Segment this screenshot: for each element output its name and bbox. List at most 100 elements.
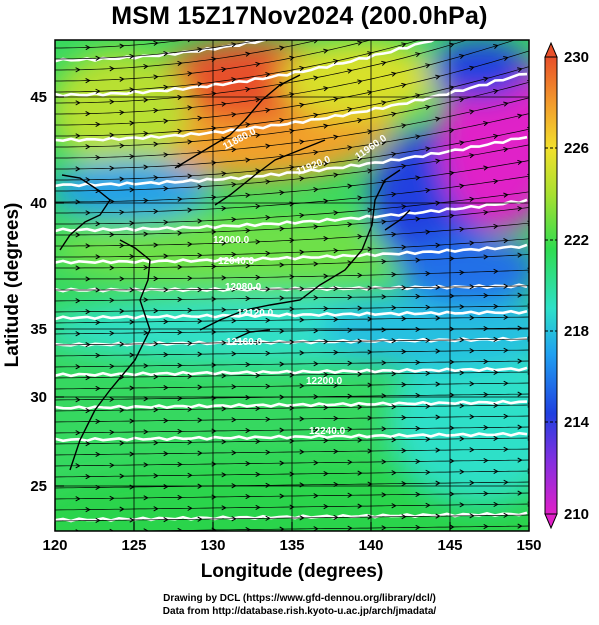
wind-arrowhead <box>245 86 251 93</box>
wind-arrowhead <box>95 517 101 524</box>
wind-arrowhead <box>197 287 203 293</box>
wind-arrowhead <box>415 134 421 140</box>
wind-arrowhead <box>347 426 353 432</box>
wind-arrowhead <box>245 192 251 198</box>
wind-arrowhead <box>255 372 261 379</box>
wind-arrowhead <box>143 164 149 170</box>
wind-arrowhead <box>109 99 115 105</box>
wind-arrowhead <box>163 253 169 259</box>
wind-arrowhead <box>187 207 193 213</box>
wind-arrowhead <box>415 359 421 366</box>
wind-arrowhead <box>469 65 475 71</box>
wind-arrowhead <box>289 164 295 171</box>
wind-arrowhead <box>231 112 237 118</box>
wind-arrowhead <box>153 473 159 479</box>
wind-arrowhead <box>449 458 455 464</box>
wind-arrowhead <box>415 257 421 263</box>
wind-arrowhead <box>483 121 489 127</box>
wind-arrowhead <box>231 351 237 357</box>
wind-arrowhead <box>299 65 305 72</box>
wind-arrowhead <box>391 338 397 344</box>
wind-arrowhead <box>95 188 101 194</box>
wind-arrowhead <box>357 40 363 46</box>
wind-arrowhead <box>493 501 499 508</box>
wind-arrowhead <box>323 86 329 92</box>
wind-arrowhead <box>333 248 339 254</box>
wind-arrowhead <box>75 232 81 238</box>
wind-arrowhead <box>231 216 237 223</box>
wind-arrowhead <box>177 196 183 202</box>
wind-arrowhead <box>347 31 351 35</box>
wind-arrowhead <box>85 408 91 414</box>
wind-arrowhead <box>245 263 251 269</box>
wind-arrowhead <box>493 178 499 185</box>
wind-arrowhead <box>425 304 431 310</box>
wind-arrowhead <box>153 407 159 413</box>
wind-arrowhead <box>95 121 101 128</box>
wind-arrowhead <box>279 190 285 196</box>
wind-arrowhead <box>323 12 327 16</box>
wind-arrowhead <box>402 548 406 552</box>
wind-arrowhead <box>221 406 227 412</box>
wind-arrowhead <box>197 184 203 190</box>
wind-arrowhead <box>415 12 419 16</box>
wind-arrowhead <box>435 480 441 486</box>
wind-arrowhead <box>221 136 227 142</box>
wind-arrowhead <box>197 47 203 53</box>
wind-arrowhead <box>415 425 421 432</box>
wind-arrowhead <box>333 448 339 455</box>
wind-arrowhead <box>163 219 169 225</box>
wind-arrowhead <box>231 417 237 423</box>
x-tick-label: 125 <box>121 537 146 554</box>
wind-arrowhead <box>245 460 251 467</box>
wind-arrowhead <box>367 246 373 252</box>
wind-arrowhead <box>503 314 509 320</box>
wind-arrowhead <box>153 141 159 147</box>
wind-arrowhead <box>256 538 260 542</box>
wind-arrowhead <box>493 402 499 409</box>
wind-arrowhead <box>425 104 431 110</box>
wind-arrowhead <box>187 505 193 511</box>
wind-arrowhead <box>391 111 397 117</box>
wind-arrowhead <box>163 385 169 391</box>
wind-arrowhead <box>435 33 439 37</box>
wind-arrowhead <box>517 292 523 298</box>
wind-arrowhead <box>119 76 125 82</box>
wind-arrowhead <box>85 44 91 51</box>
wind-arrowhead <box>265 215 271 221</box>
y-tick-label: 45 <box>30 89 47 106</box>
wind-arrowhead <box>231 147 237 153</box>
wind-arrowhead <box>163 451 169 457</box>
wind-arrowhead <box>435 284 441 290</box>
wind-arrowhead <box>503 11 507 15</box>
wind-arrowhead <box>459 337 465 343</box>
wind-arrowhead <box>323 503 329 510</box>
wind-arrowhead <box>401 285 407 291</box>
wind-arrowhead <box>265 482 271 488</box>
wind-arrowhead <box>357 470 363 476</box>
wind-arrowhead <box>333 316 339 323</box>
wind-arrowhead <box>177 162 183 168</box>
wind-arrowhead <box>357 338 363 344</box>
wind-arrowhead <box>163 185 169 192</box>
wind-arrowhead <box>391 151 397 157</box>
wind-arrowhead <box>75 463 81 469</box>
wind-arrowhead <box>503 512 509 518</box>
wind-arrowhead <box>109 297 115 303</box>
wind-arrowhead <box>119 242 125 249</box>
wind-arrowhead <box>381 459 387 465</box>
wind-arrowhead <box>483 254 489 260</box>
wind-arrowhead <box>299 383 305 389</box>
wind-arrowhead <box>401 42 407 48</box>
wind-arrowhead <box>177 428 183 435</box>
x-tick-label: 150 <box>516 537 541 554</box>
wind-arrowhead <box>289 339 295 345</box>
wind-arrowhead <box>391 71 397 77</box>
wind-arrowhead <box>109 232 115 238</box>
wind-arrowhead <box>75 298 81 304</box>
wind-arrowhead <box>415 216 421 222</box>
wind-arrowhead <box>323 437 329 444</box>
wind-arrowhead <box>323 198 329 204</box>
wind-arrowhead <box>85 375 91 381</box>
credit-line-dcl: Drawing by DCL (https://www.gfd-dennou.o… <box>163 593 436 604</box>
